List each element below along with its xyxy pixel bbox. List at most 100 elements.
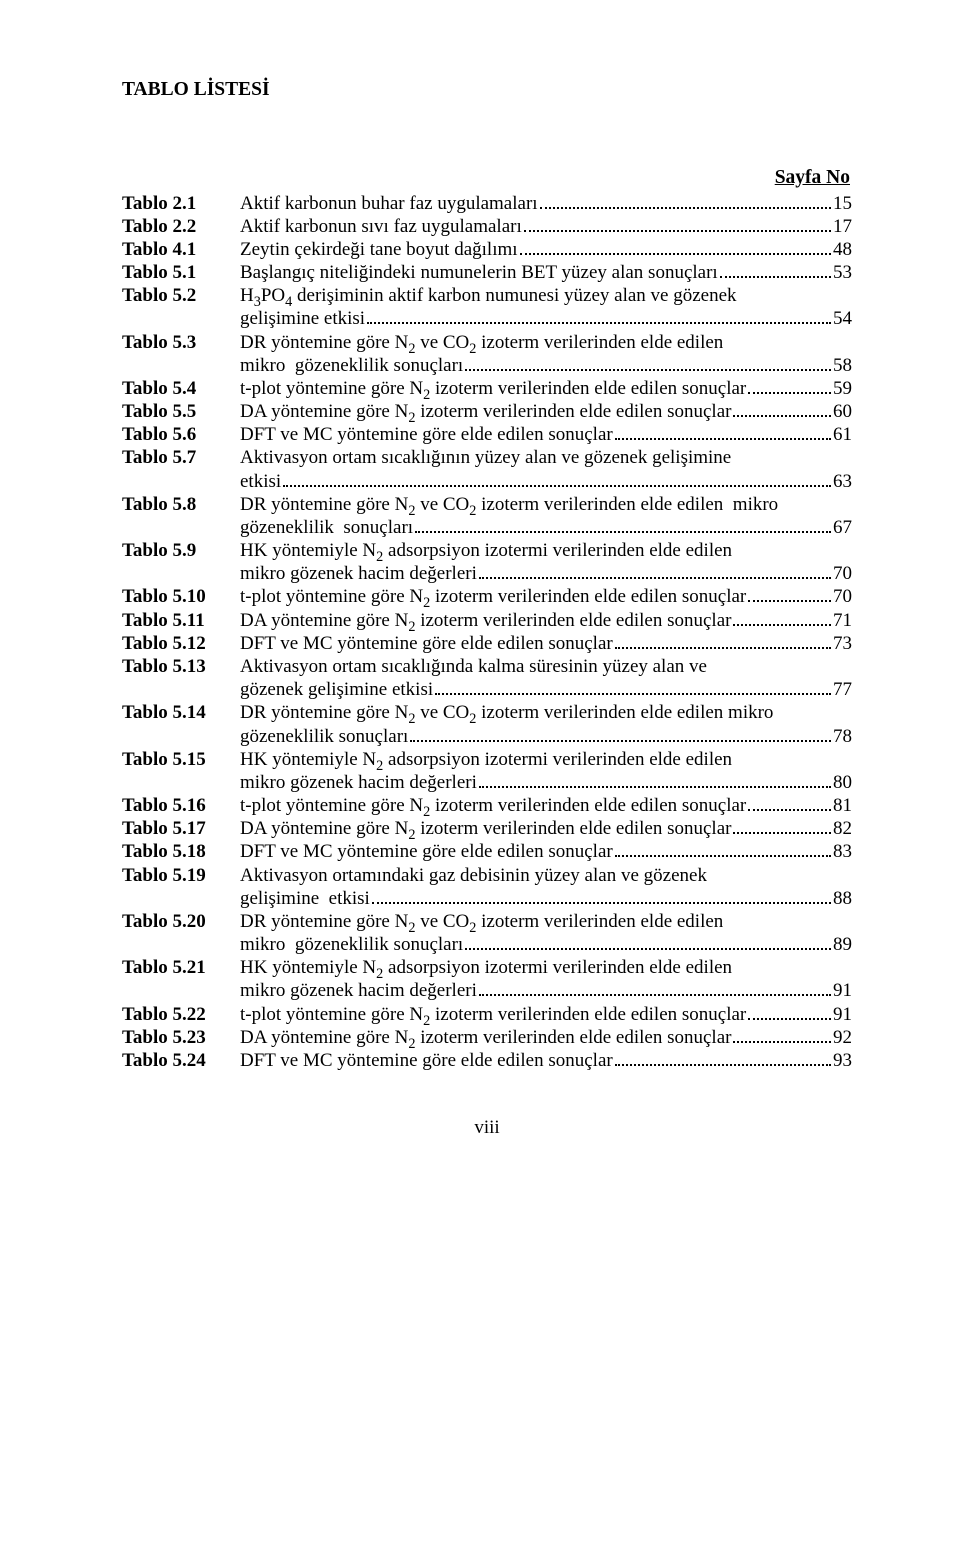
- page-no-heading: Sayfa No: [122, 166, 852, 190]
- entry-text: DFT ve MC yöntemine göre elde edilen son…: [240, 840, 613, 863]
- entry-page: 77: [833, 678, 852, 701]
- entry-line-last: t-plot yöntemine göre N2 izoterm veriler…: [240, 794, 852, 817]
- leader-dots: [615, 843, 831, 857]
- entry-description: Aktivasyon ortam sıcaklığında kalma süre…: [240, 655, 852, 701]
- leader-dots: [465, 357, 831, 371]
- entry-text: etkisi: [240, 470, 281, 493]
- entry-description: DA yöntemine göre N2 izoterm verilerinde…: [240, 400, 852, 423]
- leader-dots: [520, 241, 831, 255]
- entry-label: Tablo 5.20: [122, 910, 240, 933]
- table-row: Tablo 5.10t-plot yöntemine göre N2 izote…: [122, 585, 852, 608]
- entry-text: gözeneklilik sonuçları: [240, 516, 413, 539]
- entry-text: t-plot yöntemine göre N2 izoterm veriler…: [240, 1003, 746, 1026]
- entry-description: Aktivasyon ortam sıcaklığının yüzey alan…: [240, 446, 852, 492]
- leader-dots: [479, 565, 831, 579]
- entry-page: 81: [833, 794, 852, 817]
- entry-line: HK yöntemiyle N2 adsorpsiyon izotermi ve…: [240, 748, 852, 771]
- leader-dots: [748, 380, 831, 394]
- entry-page: 48: [833, 238, 852, 261]
- entry-line-last: DFT ve MC yöntemine göre elde edilen son…: [240, 1049, 852, 1072]
- leader-dots: [748, 797, 831, 811]
- entry-description: Aktif karbonun sıvı faz uygulamaları17: [240, 215, 852, 238]
- table-row: Tablo 5.14DR yöntemine göre N2 ve CO2 iz…: [122, 701, 852, 747]
- entry-page: 59: [833, 377, 852, 400]
- entry-description: HK yöntemiyle N2 adsorpsiyon izotermi ve…: [240, 539, 852, 585]
- entry-label: Tablo 5.5: [122, 400, 240, 423]
- entry-line: DR yöntemine göre N2 ve CO2 izoterm veri…: [240, 493, 852, 516]
- leader-dots: [524, 217, 831, 231]
- entry-line-last: mikro gözeneklilik sonuçları 58: [240, 354, 852, 377]
- table-row: Tablo 5.5DA yöntemine göre N2 izoterm ve…: [122, 400, 852, 423]
- table-row: Tablo 5.24DFT ve MC yöntemine göre elde …: [122, 1049, 852, 1072]
- entry-text: gelişimine etkisi: [240, 307, 365, 330]
- entry-page: 70: [833, 562, 852, 585]
- entry-page: 92: [833, 1026, 852, 1049]
- table-row: Tablo 5.1Başlangıç niteliğindeki numunel…: [122, 261, 852, 284]
- entry-label: Tablo 5.22: [122, 1003, 240, 1026]
- entry-text: Zeytin çekirdeği tane boyut dağılımı: [240, 238, 518, 261]
- table-row: Tablo 2.2Aktif karbonun sıvı faz uygulam…: [122, 215, 852, 238]
- entry-page: 82: [833, 817, 852, 840]
- entry-label: Tablo 2.1: [122, 192, 240, 215]
- leader-dots: [733, 403, 831, 417]
- entry-page: 58: [833, 354, 852, 377]
- entry-line-last: gözeneklilik sonuçları78: [240, 725, 852, 748]
- leader-dots: [733, 611, 831, 625]
- entry-label: Tablo 2.2: [122, 215, 240, 238]
- entry-label: Tablo 5.23: [122, 1026, 240, 1049]
- entry-line: H3PO4 derişiminin aktif karbon numunesi …: [240, 284, 852, 307]
- entry-page: 73: [833, 632, 852, 655]
- table-row: Tablo 5.16t-plot yöntemine göre N2 izote…: [122, 794, 852, 817]
- entry-description: DR yöntemine göre N2 ve CO2 izoterm veri…: [240, 910, 852, 956]
- entry-label: Tablo 5.10: [122, 585, 240, 608]
- entry-text: gözenek gelişimine etkisi: [240, 678, 433, 701]
- table-row: Tablo 5.18DFT ve MC yöntemine göre elde …: [122, 840, 852, 863]
- table-of-tables: Tablo 2.1Aktif karbonun buhar faz uygula…: [122, 192, 852, 1073]
- entry-description: DFT ve MC yöntemine göre elde edilen son…: [240, 632, 852, 655]
- entry-line-last: mikro gözenek hacim değerleri80: [240, 771, 852, 794]
- table-row: Tablo 5.4t-plot yöntemine göre N2 izoter…: [122, 377, 852, 400]
- entry-description: t-plot yöntemine göre N2 izoterm veriler…: [240, 585, 852, 608]
- entry-page: 70: [833, 585, 852, 608]
- entry-text: mikro gözeneklilik sonuçları: [240, 354, 463, 377]
- entry-page: 54: [833, 307, 852, 330]
- table-row: Tablo 5.11DA yöntemine göre N2 izoterm v…: [122, 609, 852, 632]
- entry-description: Zeytin çekirdeği tane boyut dağılımı 48: [240, 238, 852, 261]
- entry-text: DFT ve MC yöntemine göre elde edilen son…: [240, 632, 613, 655]
- entry-text: DA yöntemine göre N2 izoterm verilerinde…: [240, 400, 731, 423]
- entry-text: DA yöntemine göre N2 izoterm verilerinde…: [240, 1026, 731, 1049]
- entry-label: Tablo 5.21: [122, 956, 240, 979]
- entry-line: DR yöntemine göre N2 ve CO2 izoterm veri…: [240, 910, 852, 933]
- entry-line-last: t-plot yöntemine göre N2 izoterm veriler…: [240, 1003, 852, 1026]
- entry-line-last: DFT ve MC yöntemine göre elde edilen son…: [240, 632, 852, 655]
- entry-label: Tablo 5.18: [122, 840, 240, 863]
- entry-page: 83: [833, 840, 852, 863]
- entry-line: HK yöntemiyle N2 adsorpsiyon izotermi ve…: [240, 956, 852, 979]
- entry-label: Tablo 4.1: [122, 238, 240, 261]
- entry-page: 67: [833, 516, 852, 539]
- entry-description: DFT ve MC yöntemine göre elde edilen son…: [240, 840, 852, 863]
- table-row: Tablo 5.9HK yöntemiyle N2 adsorpsiyon iz…: [122, 539, 852, 585]
- entry-line: Aktivasyon ortam sıcaklığının yüzey alan…: [240, 446, 852, 469]
- entry-text: Aktif karbonun sıvı faz uygulamaları: [240, 215, 522, 238]
- entry-text: mikro gözenek hacim değerleri: [240, 562, 477, 585]
- table-row: Tablo 5.12DFT ve MC yöntemine göre elde …: [122, 632, 852, 655]
- entry-line-last: DFT ve MC yöntemine göre elde edilen son…: [240, 840, 852, 863]
- entry-description: HK yöntemiyle N2 adsorpsiyon izotermi ve…: [240, 748, 852, 794]
- entry-line-last: DA yöntemine göre N2 izoterm verilerinde…: [240, 609, 852, 632]
- entry-label: Tablo 5.17: [122, 817, 240, 840]
- leader-dots: [479, 982, 831, 996]
- entry-page: 71: [833, 609, 852, 632]
- entry-line-last: t-plot yöntemine göre N2 izoterm veriler…: [240, 377, 852, 400]
- entry-description: t-plot yöntemine göre N2 izoterm veriler…: [240, 377, 852, 400]
- entry-label: Tablo 5.4: [122, 377, 240, 400]
- entry-label: Tablo 5.7: [122, 446, 240, 469]
- entry-line-last: mikro gözenek hacim değerleri91: [240, 979, 852, 1002]
- table-row: Tablo 4.1Zeytin çekirdeği tane boyut dağ…: [122, 238, 852, 261]
- entry-label: Tablo 5.13: [122, 655, 240, 678]
- entry-text: t-plot yöntemine göre N2 izoterm veriler…: [240, 377, 746, 400]
- entry-line-last: DA yöntemine göre N2 izoterm verilerinde…: [240, 1026, 852, 1049]
- leader-dots: [540, 194, 831, 208]
- entry-page: 15: [833, 192, 852, 215]
- entry-description: DR yöntemine göre N2 ve CO2 izoterm veri…: [240, 701, 852, 747]
